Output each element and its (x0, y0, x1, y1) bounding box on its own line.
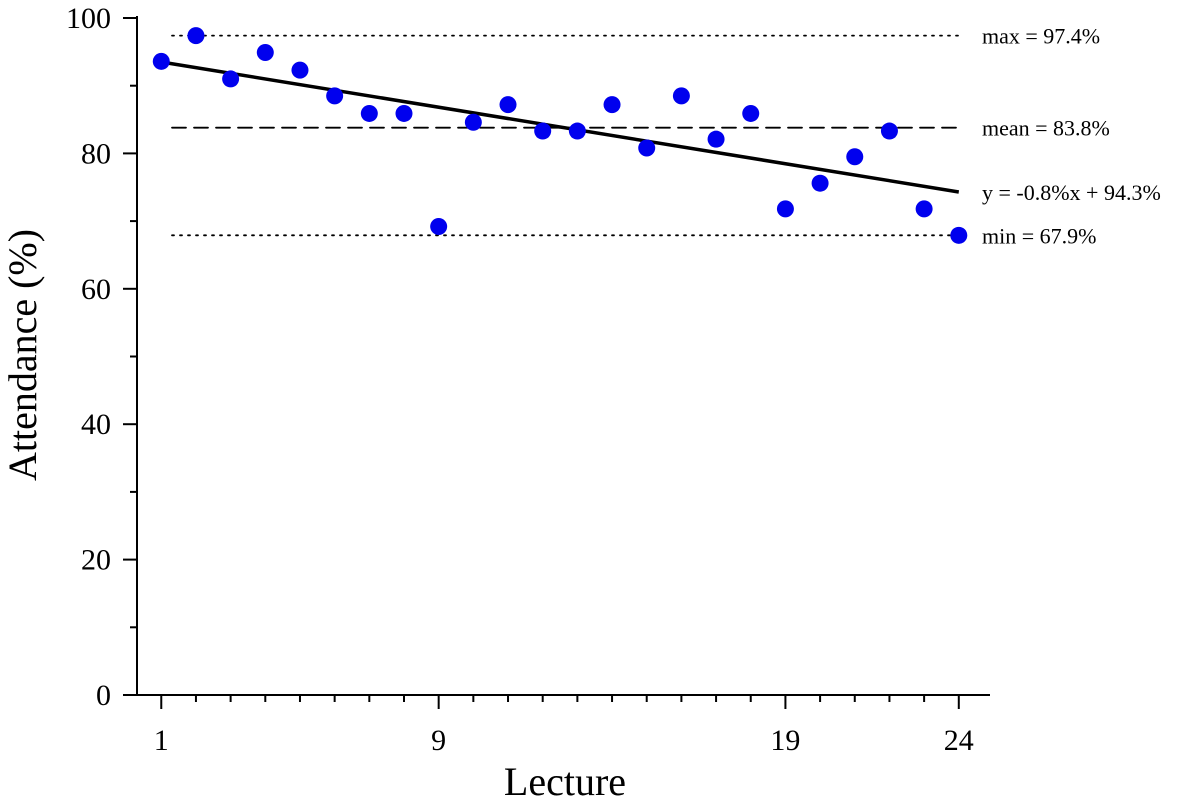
y-tick-label: 80 (81, 137, 111, 170)
data-point-lecture-5 (291, 61, 309, 79)
data-point-lecture-4 (256, 44, 274, 62)
mean-label: mean = 83.8% (982, 116, 1110, 141)
data-points (152, 27, 968, 244)
annotations: max = 97.4% mean = 83.8% min = 67.9% y = -0… (982, 24, 1161, 249)
trend-line-group (160, 60, 960, 194)
trend-line (160, 60, 960, 194)
data-point-lecture-3 (222, 70, 240, 88)
x-tick-label: 9 (431, 724, 446, 757)
data-point-lecture-16 (672, 87, 690, 105)
data-point-lecture-6 (326, 87, 344, 105)
y-tick-label: 60 (81, 273, 111, 306)
data-point-lecture-2 (187, 27, 205, 45)
y-tick-label: 40 (81, 408, 111, 441)
data-point-lecture-7 (360, 104, 378, 122)
data-point-lecture-21 (846, 148, 864, 166)
data-point-lecture-17 (707, 130, 725, 148)
x-axis-title: Lecture (504, 759, 626, 800)
min-label: min = 67.9% (982, 223, 1096, 248)
trend-equation-label: y = -0.8%x + 94.3% (982, 180, 1161, 205)
y-tick-label: 0 (96, 679, 111, 712)
y-tick-label: 20 (81, 544, 111, 577)
x-tick-label: 24 (944, 724, 974, 757)
data-point-lecture-23 (915, 200, 933, 218)
data-point-lecture-18 (742, 104, 760, 122)
y-tick-label: 100 (66, 2, 111, 35)
x-tick-label: 1 (154, 724, 169, 757)
data-point-lecture-9 (430, 218, 448, 236)
max-label: max = 97.4% (982, 24, 1100, 49)
data-point-lecture-1 (152, 52, 170, 70)
data-point-lecture-20 (811, 174, 829, 192)
data-point-lecture-10 (464, 113, 482, 131)
data-point-lecture-8 (395, 104, 413, 122)
data-point-lecture-12 (534, 122, 552, 140)
data-point-lecture-14 (603, 96, 621, 114)
x-tick-label: 19 (770, 724, 800, 757)
data-point-lecture-15 (638, 139, 656, 157)
reference-lines (171, 34, 961, 237)
y-axis-title: Attendance (%) (0, 229, 45, 481)
data-point-lecture-22 (880, 122, 898, 140)
data-point-lecture-11 (499, 96, 517, 114)
data-point-lecture-24 (950, 226, 968, 244)
data-point-lecture-19 (776, 200, 794, 218)
data-point-lecture-13 (568, 122, 586, 140)
